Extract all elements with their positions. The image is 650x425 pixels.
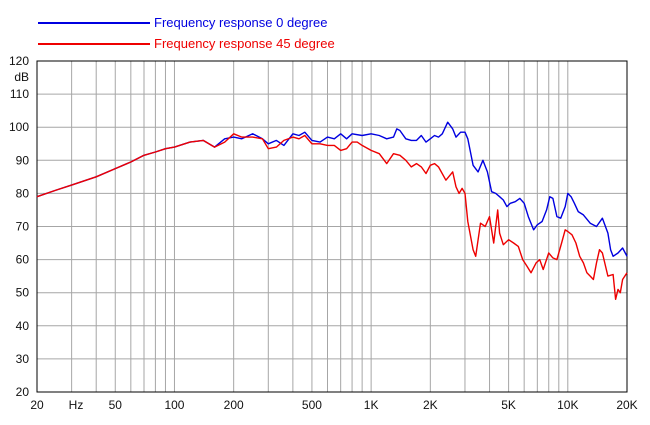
plot-frame xyxy=(36,60,628,393)
x-tick-label: 20K xyxy=(616,398,637,412)
y-tick-label: 110 xyxy=(10,87,29,101)
y-tick-label: 60 xyxy=(16,253,30,267)
y-tick-label: 50 xyxy=(16,286,30,300)
x-tick-label: 5K xyxy=(501,398,516,412)
y-tick-label: 20 xyxy=(16,385,30,399)
series-line-0deg xyxy=(36,121,628,257)
x-axis: 20 50 100 200 500 1K 2K 5K 10K 20K xyxy=(30,398,637,412)
y-tick-label: 70 xyxy=(16,220,30,234)
x-tick-label: 1K xyxy=(364,398,379,412)
x-tick-label: 2K xyxy=(423,398,438,412)
y-axis-label: dB xyxy=(14,70,29,84)
y-tick-label: 80 xyxy=(16,186,30,200)
legend: Frequency response 0 degree Frequency re… xyxy=(38,15,335,51)
y-tick-label: 30 xyxy=(16,352,30,366)
y-tick-label: 100 xyxy=(9,120,29,134)
legend-label-45deg: Frequency response 45 degree xyxy=(154,36,335,51)
x-tick-label: 100 xyxy=(164,398,184,412)
legend-label-0deg: Frequency response 0 degree xyxy=(154,15,327,30)
x-tick-label: 50 xyxy=(109,398,123,412)
y-tick-label: 120 xyxy=(9,54,29,68)
x-tick-label: 10K xyxy=(557,398,578,412)
grid xyxy=(37,61,627,392)
x-tick-label: 500 xyxy=(302,398,322,412)
y-axis: 20 30 40 50 60 70 80 90 100 110 120 xyxy=(9,54,29,399)
series-line-45deg xyxy=(36,133,628,300)
x-tick-label: 200 xyxy=(224,398,244,412)
y-tick-label: 90 xyxy=(16,153,30,167)
x-tick-label: 20 xyxy=(30,398,44,412)
series-lines xyxy=(36,121,628,300)
y-tick-label: 40 xyxy=(16,319,30,333)
x-axis-label: Hz xyxy=(69,398,84,412)
